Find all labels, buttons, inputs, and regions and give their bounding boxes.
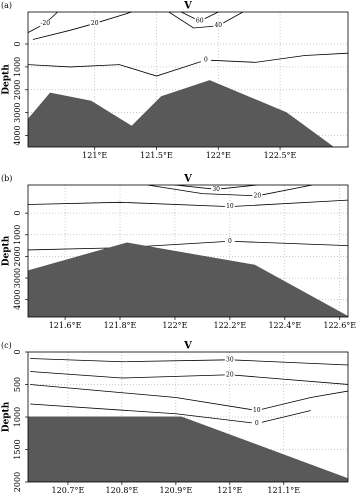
contour-label: -20: [40, 20, 50, 27]
x-tick-label: 121.6°E: [49, 321, 82, 330]
panel-label: (a): [1, 1, 12, 10]
contour-label-bg: [252, 192, 263, 200]
contour-line: [147, 185, 313, 197]
contour-line: [28, 52, 348, 77]
y-axis-label: Depth: [2, 401, 12, 432]
frame: [27, 184, 349, 318]
plot-area: 0 20 40 60 -20: [28, 12, 348, 147]
contour-line: [30, 384, 348, 411]
x-tick-label: 122.4°E: [268, 321, 301, 330]
x-tick-label: 120.8°E: [106, 486, 139, 495]
contour-label-bg: [194, 17, 205, 25]
x-tick-label: 121.1°E: [267, 486, 300, 495]
contour-label-bg: [224, 237, 235, 245]
plot-area: 30 20 10 0: [28, 352, 348, 482]
contour-line: [32, 12, 132, 40]
contour-label: 0: [204, 57, 208, 64]
contour-label: 60: [196, 18, 204, 25]
contour-label: 10: [226, 203, 234, 210]
contour-label: 20: [254, 192, 262, 199]
y-tick-label: 500: [13, 377, 22, 392]
chart-title: V: [183, 341, 192, 352]
contour-label-bg: [200, 56, 211, 64]
x-tick-label: 122.5°E: [264, 151, 297, 160]
x-tick-label: 122°E: [162, 321, 187, 330]
contour-label: 10: [253, 407, 261, 414]
contour-label-bg: [224, 203, 235, 211]
contour-label-bg: [211, 185, 222, 193]
y-tick-label: 4000: [13, 125, 22, 145]
plot-area: 10 0 20 30: [28, 185, 348, 317]
x-tick-label: 122.6°E: [323, 321, 356, 330]
contour-label: 40: [214, 22, 222, 29]
panel-label: (c): [1, 341, 12, 350]
y-tick-label: 1000: [13, 407, 22, 427]
contour-line: [28, 199, 348, 208]
y-tick-label: 3000: [13, 268, 22, 288]
topography: [28, 80, 348, 147]
x-tick-label: 120.7°E: [52, 486, 85, 495]
y-tick-label: 2000: [13, 472, 22, 492]
y-tick-label: 2000: [13, 246, 22, 266]
y-tick-label: 1500: [13, 439, 22, 459]
contour-label-bg: [251, 420, 262, 427]
x-tick-label: 122.2°E: [214, 321, 247, 330]
contour-label-bg: [213, 22, 224, 30]
topography: [28, 242, 348, 317]
contour-label: 0: [228, 238, 232, 245]
x-tick-label: 121.8°E: [104, 321, 137, 330]
y-tick-label: 1000: [13, 225, 22, 245]
contour-label: 30: [212, 186, 220, 193]
x-tick-label: 120.9°E: [159, 486, 192, 495]
x-tick-label: 122°E: [206, 151, 231, 160]
panel-label: (b): [1, 174, 12, 183]
y-tick-label: 0: [13, 211, 22, 216]
chart-title: V: [183, 1, 192, 12]
y-tick-label: 1000: [13, 57, 22, 77]
y-tick-label: 2000: [13, 80, 22, 100]
y-tick-label: 3000: [13, 102, 22, 122]
contour-line: [168, 12, 244, 29]
y-axis-label: Depth: [2, 235, 12, 266]
y-tick-label: 4000: [13, 290, 22, 310]
topography: [28, 416, 348, 482]
x-tick-label: 121°E: [217, 486, 242, 495]
contour-label-bg: [224, 356, 235, 364]
y-tick-label: 0: [13, 41, 22, 46]
contour-label-bg: [89, 19, 100, 27]
contour-label-bg: [40, 19, 51, 27]
y-tick-label: 0: [13, 349, 22, 354]
contour-line: [30, 371, 348, 385]
x-tick-label: 121°E: [82, 151, 107, 160]
contour-label: 20: [91, 20, 99, 27]
frame: [27, 351, 349, 483]
y-axis-label: Depth: [2, 64, 12, 95]
contour-label: 20: [226, 371, 234, 378]
contour-line: [30, 358, 348, 366]
contour-label: 0: [255, 420, 259, 427]
frame: [27, 11, 349, 148]
contour-line: [30, 403, 311, 424]
contour-line: [28, 240, 348, 251]
contour-label-bg: [224, 371, 235, 379]
contour-label: 30: [226, 356, 234, 363]
chart-title: V: [183, 174, 192, 185]
contour-label-bg: [251, 407, 262, 414]
x-tick-label: 121.5°E: [140, 151, 173, 160]
